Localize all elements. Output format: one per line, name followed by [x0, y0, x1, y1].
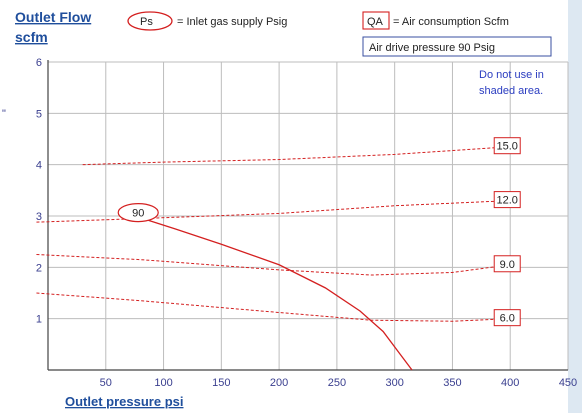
qa-legend-symbol: QA — [367, 16, 384, 28]
y-tick-label: 2 — [36, 262, 42, 274]
air-drive-text: Air drive pressure 90 Psig — [369, 42, 495, 54]
ps-legend-symbol: Ps — [140, 16, 153, 28]
series: 15.0 12.0 9.0 6.0 90 — [36, 138, 520, 370]
qa-curve — [83, 147, 511, 165]
qa-legend-text: = Air consumption Scfm — [393, 16, 509, 28]
ps-legend-text: = Inlet gas supply Psig — [177, 16, 287, 28]
tick-labels: 50 100 150 200 250 300 350 400 450 1 2 3 4 5 6 — [36, 57, 577, 389]
note-line-2: shaded area. — [479, 85, 543, 97]
x-tick-label: 150 — [212, 377, 230, 389]
x-tick-label: 200 — [270, 377, 288, 389]
legend: Ps = Inlet gas supply Psig QA = Air cons… — [128, 12, 551, 56]
y-tick-label: 1 — [36, 314, 42, 326]
x-tick-label: 100 — [154, 377, 172, 389]
y-tick-label: 5 — [36, 108, 42, 120]
qa-curve — [36, 255, 510, 276]
qa-label: 12.0 — [497, 195, 518, 207]
x-tick-label: 450 — [559, 377, 577, 389]
qa-label: 6.0 — [500, 313, 515, 325]
x-axis-label: Outlet pressure psi — [65, 394, 183, 409]
y-tick-label: 3 — [36, 211, 42, 223]
qa-curve — [36, 293, 510, 321]
qa-curve — [36, 201, 510, 223]
qa-label: 9.0 — [500, 259, 515, 271]
x-tick-label: 250 — [328, 377, 346, 389]
series-label: 90 — [132, 208, 144, 220]
y-tick-label: 4 — [36, 160, 42, 172]
x-tick-label: 350 — [443, 377, 461, 389]
x-tick-label: 300 — [385, 377, 403, 389]
note-line-1: Do not use in — [479, 69, 544, 81]
shaded-area — [568, 0, 582, 413]
chart-title: Outlet Flow — [15, 9, 91, 25]
x-tick-label: 400 — [501, 377, 519, 389]
y-tick-label: 6 — [36, 57, 42, 69]
y-axis-label: scfm — [15, 29, 48, 45]
side-mark: " — [2, 108, 6, 120]
qa-label: 15.0 — [497, 141, 518, 153]
x-tick-label: 50 — [100, 377, 112, 389]
